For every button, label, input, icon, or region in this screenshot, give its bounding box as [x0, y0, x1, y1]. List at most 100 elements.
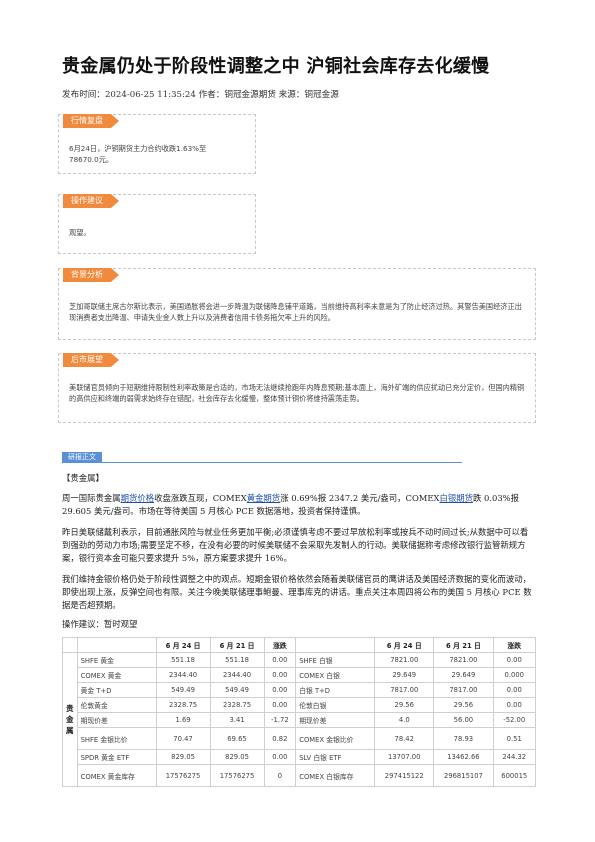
precious-metals-table: 6 月 24 日 6 月 21 日 涨跌 6 月 24 日 6 月 21 日 涨…: [62, 637, 536, 787]
table-cell: 0.00: [263, 652, 297, 668]
table-side-label: 贵金属: [62, 652, 78, 787]
table-cell: 3.41: [209, 712, 265, 728]
section-heading: 【贵金属】: [62, 473, 104, 483]
table-row: COMEX 黄金 2344.40 2344.40 0.00 COMEX 白银 2…: [63, 667, 536, 683]
table-cell: 期现价差: [295, 712, 376, 728]
table-cell: 29.649: [374, 667, 435, 683]
table-cell: COMEX 金银比价: [295, 727, 376, 750]
table-cell: 白银 T+D: [295, 682, 376, 698]
para1-text-d: 跌 0.03%报 29.605 美元/盎司。市场在等待美国 5 月核心 PCE …: [62, 493, 519, 516]
table-cell: 7817.00: [374, 682, 435, 698]
table-cell: 7817.00: [433, 682, 494, 698]
table-cell: 297415122: [374, 764, 435, 787]
table-cell: 0.00: [263, 697, 297, 713]
gold-futures-link[interactable]: 黄金期货: [246, 493, 281, 503]
outlook-box: 后市展望 美联储官员倾向于短期维持限制性利率政策是合适的，市场无法继续抢跑年内降…: [58, 353, 536, 423]
table-cell: 4.0: [374, 712, 435, 728]
table-cell: 13707.00: [374, 749, 435, 765]
table-cell: 7821.00: [433, 652, 494, 668]
table-cell: 2344.40: [209, 667, 265, 683]
outlook-tag: 后市展望: [63, 353, 119, 367]
advice-tag: 操作建议: [63, 194, 119, 208]
table-row: COMEX 黄金库存 17576275 17576275 0 COMEX 白银库…: [63, 764, 536, 787]
table-header: 6 月 21 日: [433, 637, 494, 653]
review-tag: 行情复盘: [63, 114, 119, 128]
outlook-text: 美联储官员倾向于短期维持限制性利率政策是合适的，市场无法继续抢跑年内降息预期;基…: [69, 383, 525, 403]
table-cell: 551.18: [209, 652, 265, 668]
para1-text-c: 涨 0.69%报 2347.2 美元/盎司，COMEX: [280, 493, 440, 503]
background-tag: 背景分析: [63, 268, 119, 282]
table-cell: 2344.40: [155, 667, 211, 683]
table-row: 期现价差 1.69 3.41 -1.72 期现价差 4.0 56.00 -52.…: [63, 712, 536, 728]
review-box: 行情复盘 6月24日，沪铜期货主力合约收跌1.63%至78670.0元。: [58, 114, 256, 174]
para1-text-b: 收盘涨跌互现，COMEX: [154, 493, 247, 503]
table-cell: 2328.75: [209, 697, 265, 713]
table-cell: SHFE 白银: [295, 652, 376, 668]
paragraph-3: 我们维持金银价格仍处于阶段性调整之中的观点。短期金银价格依然会随着美联储官员的鹰…: [62, 574, 532, 610]
silver-futures-link[interactable]: 白银期货: [439, 493, 473, 503]
table-cell: 0.00: [492, 682, 536, 698]
table-header: 涨跌: [492, 637, 536, 653]
table-cell: 13462.66: [433, 749, 494, 765]
background-box: 背景分析 芝加哥联储主席古尔斯比表示，美国通胀将会进一步降温为联储降息铺平道路，…: [58, 268, 536, 340]
table-cell: 0.00: [263, 667, 297, 683]
table-cell: 0.000: [492, 667, 536, 683]
table-cell: 549.49: [155, 682, 211, 698]
table-cell: SLV 白银 ETF: [295, 749, 376, 765]
table-cell: SPDR 黄金 ETF: [76, 749, 157, 765]
table-cell: COMEX 黄金库存: [76, 764, 157, 787]
table-cell: 0.51: [492, 727, 536, 750]
paragraph-1: 周一国际贵金属期货价格收盘涨跌互现，COMEX黄金期货涨 0.69%报 2347…: [62, 492, 536, 518]
table-cell: 0.00: [492, 697, 536, 713]
table-cell: 29.649: [433, 667, 494, 683]
table-cell: 伦敦白银: [295, 697, 376, 713]
table-header-side: [62, 637, 78, 653]
futures-price-link[interactable]: 期货价格: [120, 493, 155, 503]
table-header: 6 月 21 日: [209, 637, 265, 653]
table-cell: COMEX 白银: [295, 667, 376, 683]
table-cell: COMEX 白银库存: [295, 764, 376, 787]
table-cell: 69.65: [209, 727, 265, 750]
table-header: 涨跌: [263, 637, 297, 653]
table-cell: SHFE 黄金: [76, 652, 157, 668]
table-cell: 70.47: [155, 727, 211, 750]
table-cell: 期现价差: [76, 712, 157, 728]
table-cell: 29.56: [374, 697, 435, 713]
table-cell: 244.32: [492, 749, 536, 765]
table-cell: 1.69: [155, 712, 211, 728]
review-text: 6月24日，沪铜期货主力合约收跌1.63%至78670.0元。: [69, 144, 207, 164]
table-cell: 0.00: [263, 682, 297, 698]
table-header: 6 月 24 日: [374, 637, 435, 653]
table-cell: 0.82: [263, 727, 297, 750]
table-header: 6 月 24 日: [155, 637, 211, 653]
table-cell: 56.00: [433, 712, 494, 728]
table-cell: 2328.75: [155, 697, 211, 713]
table-cell: 296815107: [433, 764, 494, 787]
table-row: 伦敦黄金 2328.75 2328.75 0.00 伦敦白银 29.56 29.…: [63, 697, 536, 713]
table-cell: 7821.00: [374, 652, 435, 668]
table-cell: 29.56: [433, 697, 494, 713]
table-cell: -1.72: [263, 712, 297, 728]
table-cell: COMEX 黄金: [76, 667, 157, 683]
table-cell: 17576275: [209, 764, 265, 787]
section-tag: 研报正文: [62, 452, 102, 463]
table-row: SHFE 金银比价 70.47 69.65 0.82 COMEX 金银比价 78…: [63, 727, 536, 750]
table-header-row: 6 月 24 日 6 月 21 日 涨跌 6 月 24 日 6 月 21 日 涨…: [62, 637, 536, 653]
table-cell: -52.00: [492, 712, 536, 728]
advice-box: 操作建议 观望。: [58, 194, 256, 254]
table-cell: 78.42: [374, 727, 435, 750]
table-cell: 549.49: [209, 682, 265, 698]
table-cell: 伦敦黄金: [76, 697, 157, 713]
table-cell: 829.05: [209, 749, 265, 765]
table-cell: 78.93: [433, 727, 494, 750]
table-cell: 829.05: [155, 749, 211, 765]
table-row: SPDR 黄金 ETF 829.05 829.05 0.00 SLV 白银 ET…: [63, 749, 536, 765]
advice-text: 观望。: [69, 228, 91, 237]
table-header: [76, 637, 157, 653]
table-row: 黄金 T+D 549.49 549.49 0.00 白银 T+D 7817.00…: [63, 682, 536, 698]
table-cell: SHFE 金银比价: [76, 727, 157, 750]
article-meta: 发布时间：2024-06-25 11:35:24 作者：铜冠金源期货 来源：铜冠…: [62, 90, 339, 100]
table-cell: 0.00: [263, 749, 297, 765]
section-divider: [62, 462, 462, 463]
table-cell: 600015: [492, 764, 536, 787]
